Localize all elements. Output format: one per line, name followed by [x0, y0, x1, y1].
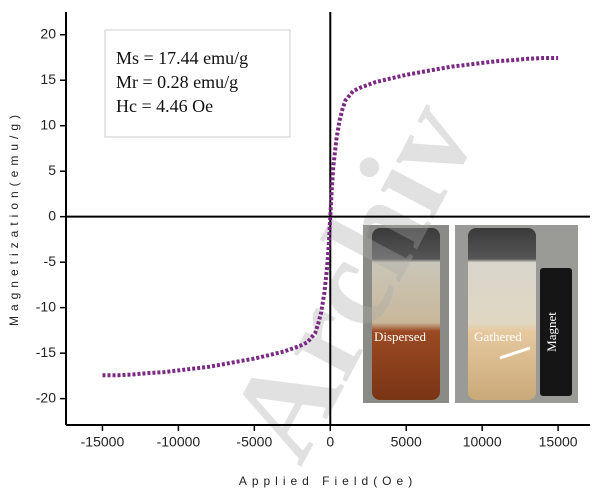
- x-tick-label: 10000: [463, 434, 502, 450]
- y-tick-label: -10: [36, 298, 56, 314]
- y-tick-label: -20: [36, 389, 56, 405]
- annotation: Mr = 0.28 emu/g: [116, 72, 238, 92]
- annotation: Ms = 17.44 emu/g: [116, 48, 248, 68]
- arrow: [499, 346, 531, 360]
- x-tick-label: -10000: [157, 434, 201, 450]
- y-tick-label: 0: [48, 207, 56, 223]
- x-tick-label: 15000: [539, 434, 578, 450]
- inset-label: Dispersed: [374, 329, 426, 344]
- x-tick-label: 0: [326, 434, 334, 450]
- y-tick-label: -5: [44, 253, 57, 269]
- annotation-box: [104, 29, 291, 138]
- x-axis-title: Applied Field(Oe): [239, 474, 417, 488]
- y-tick-label: 20: [40, 25, 56, 41]
- magnet: [540, 268, 572, 396]
- y-tick-label: 15: [40, 71, 56, 87]
- y-tick-label: 10: [40, 116, 56, 132]
- x-tick-label: -15000: [81, 434, 125, 450]
- y-tick-label: 5: [48, 162, 56, 178]
- vial-gathered: [468, 228, 536, 400]
- annotation: Hc = 4.46 Oe: [116, 96, 213, 116]
- inset-label: Magnet: [544, 312, 559, 352]
- y-axis-title: Magnetization(emu/g): [7, 110, 21, 326]
- x-tick-label: -5000: [236, 434, 272, 450]
- inset-label: Gathered: [474, 329, 522, 344]
- x-tick-label: 5000: [391, 434, 422, 450]
- data-line: [102, 56, 559, 378]
- inset-photos: Dispersed Gathered Magnet: [363, 225, 578, 403]
- vial-dispersed: [372, 228, 440, 400]
- y-tick-label: -15: [36, 344, 56, 360]
